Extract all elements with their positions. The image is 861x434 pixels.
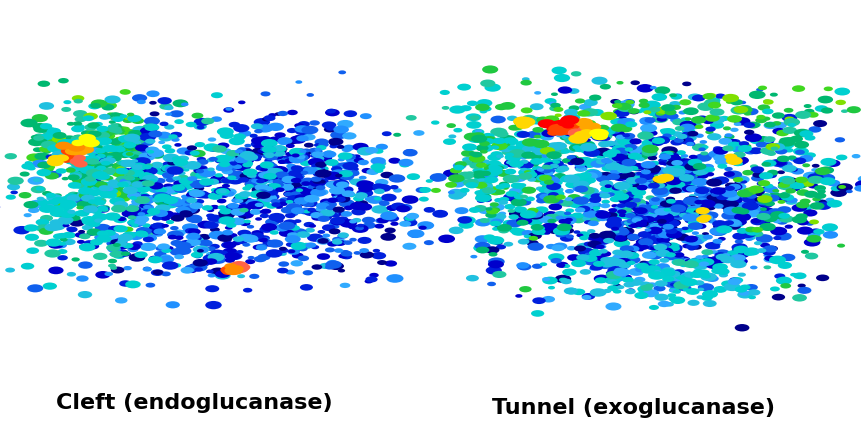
Text: Tunnel (exoglucanase): Tunnel (exoglucanase) [492, 397, 774, 417]
Text: Cleft (endoglucanase): Cleft (endoglucanase) [56, 392, 331, 412]
